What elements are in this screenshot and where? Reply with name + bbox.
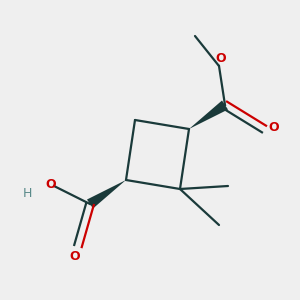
Polygon shape xyxy=(87,180,126,208)
Text: H: H xyxy=(22,187,32,200)
Polygon shape xyxy=(189,100,228,129)
Text: O: O xyxy=(215,52,226,64)
Text: O: O xyxy=(268,121,279,134)
Text: O: O xyxy=(70,250,80,263)
Text: O: O xyxy=(45,178,56,191)
